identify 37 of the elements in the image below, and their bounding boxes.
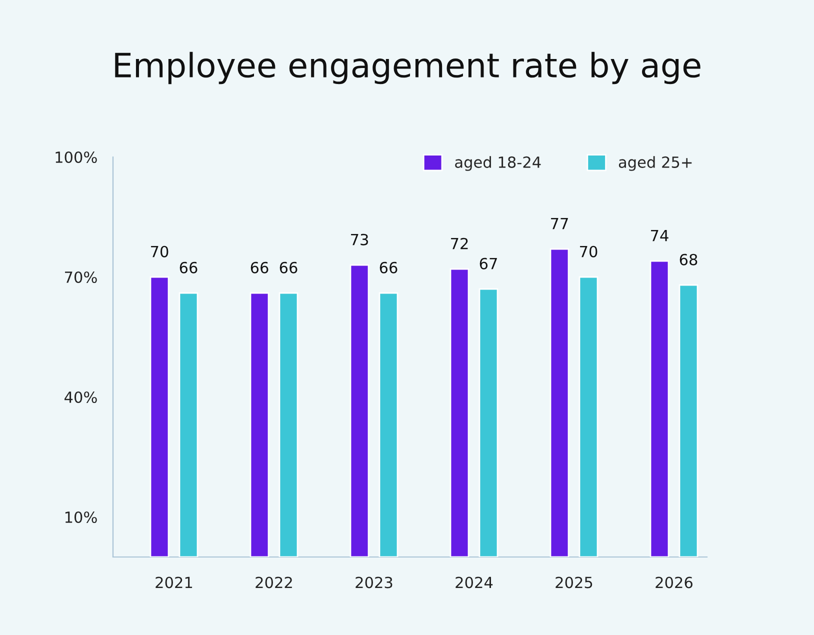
x-tick-label: 2021	[156, 576, 192, 588]
data-label: 72	[451, 238, 468, 250]
bar	[250, 292, 270, 557]
legend-label: aged 25+	[618, 156, 692, 171]
y-tick-label: 70%	[65, 271, 97, 284]
data-label: 77	[551, 218, 568, 230]
data-label: 66	[180, 262, 198, 274]
x-tick-label: 2022	[256, 576, 292, 588]
data-label: 74	[651, 230, 668, 242]
y-tick-label: 40%	[64, 391, 97, 404]
y-tick-label: 100%	[56, 151, 97, 164]
data-label: 67	[480, 258, 497, 270]
data-label: 66	[250, 262, 268, 274]
bar	[378, 292, 398, 557]
bar	[178, 292, 198, 557]
bar	[678, 284, 698, 557]
bar	[550, 248, 570, 557]
data-label: 70	[580, 246, 598, 258]
bar	[278, 292, 298, 557]
data-label: 68	[680, 254, 698, 266]
bar	[150, 276, 170, 557]
bar	[478, 288, 498, 557]
data-label: 66	[380, 262, 398, 274]
chart-title: Employee engagement rate by age	[115, 52, 700, 84]
data-label: 66	[280, 262, 298, 274]
bar	[350, 264, 370, 557]
legend-label: aged 18-24	[455, 156, 541, 171]
x-tick-label: 2025	[556, 576, 592, 588]
data-label: 70	[151, 246, 168, 258]
bar	[578, 276, 598, 557]
bar	[650, 260, 670, 557]
x-tick-label: 2026	[656, 576, 692, 588]
data-label: 73	[351, 234, 368, 246]
x-tick-label: 2023	[356, 576, 392, 588]
x-tick-label: 2024	[456, 576, 493, 588]
y-tick-label: 10%	[65, 511, 97, 524]
bar	[450, 268, 470, 557]
